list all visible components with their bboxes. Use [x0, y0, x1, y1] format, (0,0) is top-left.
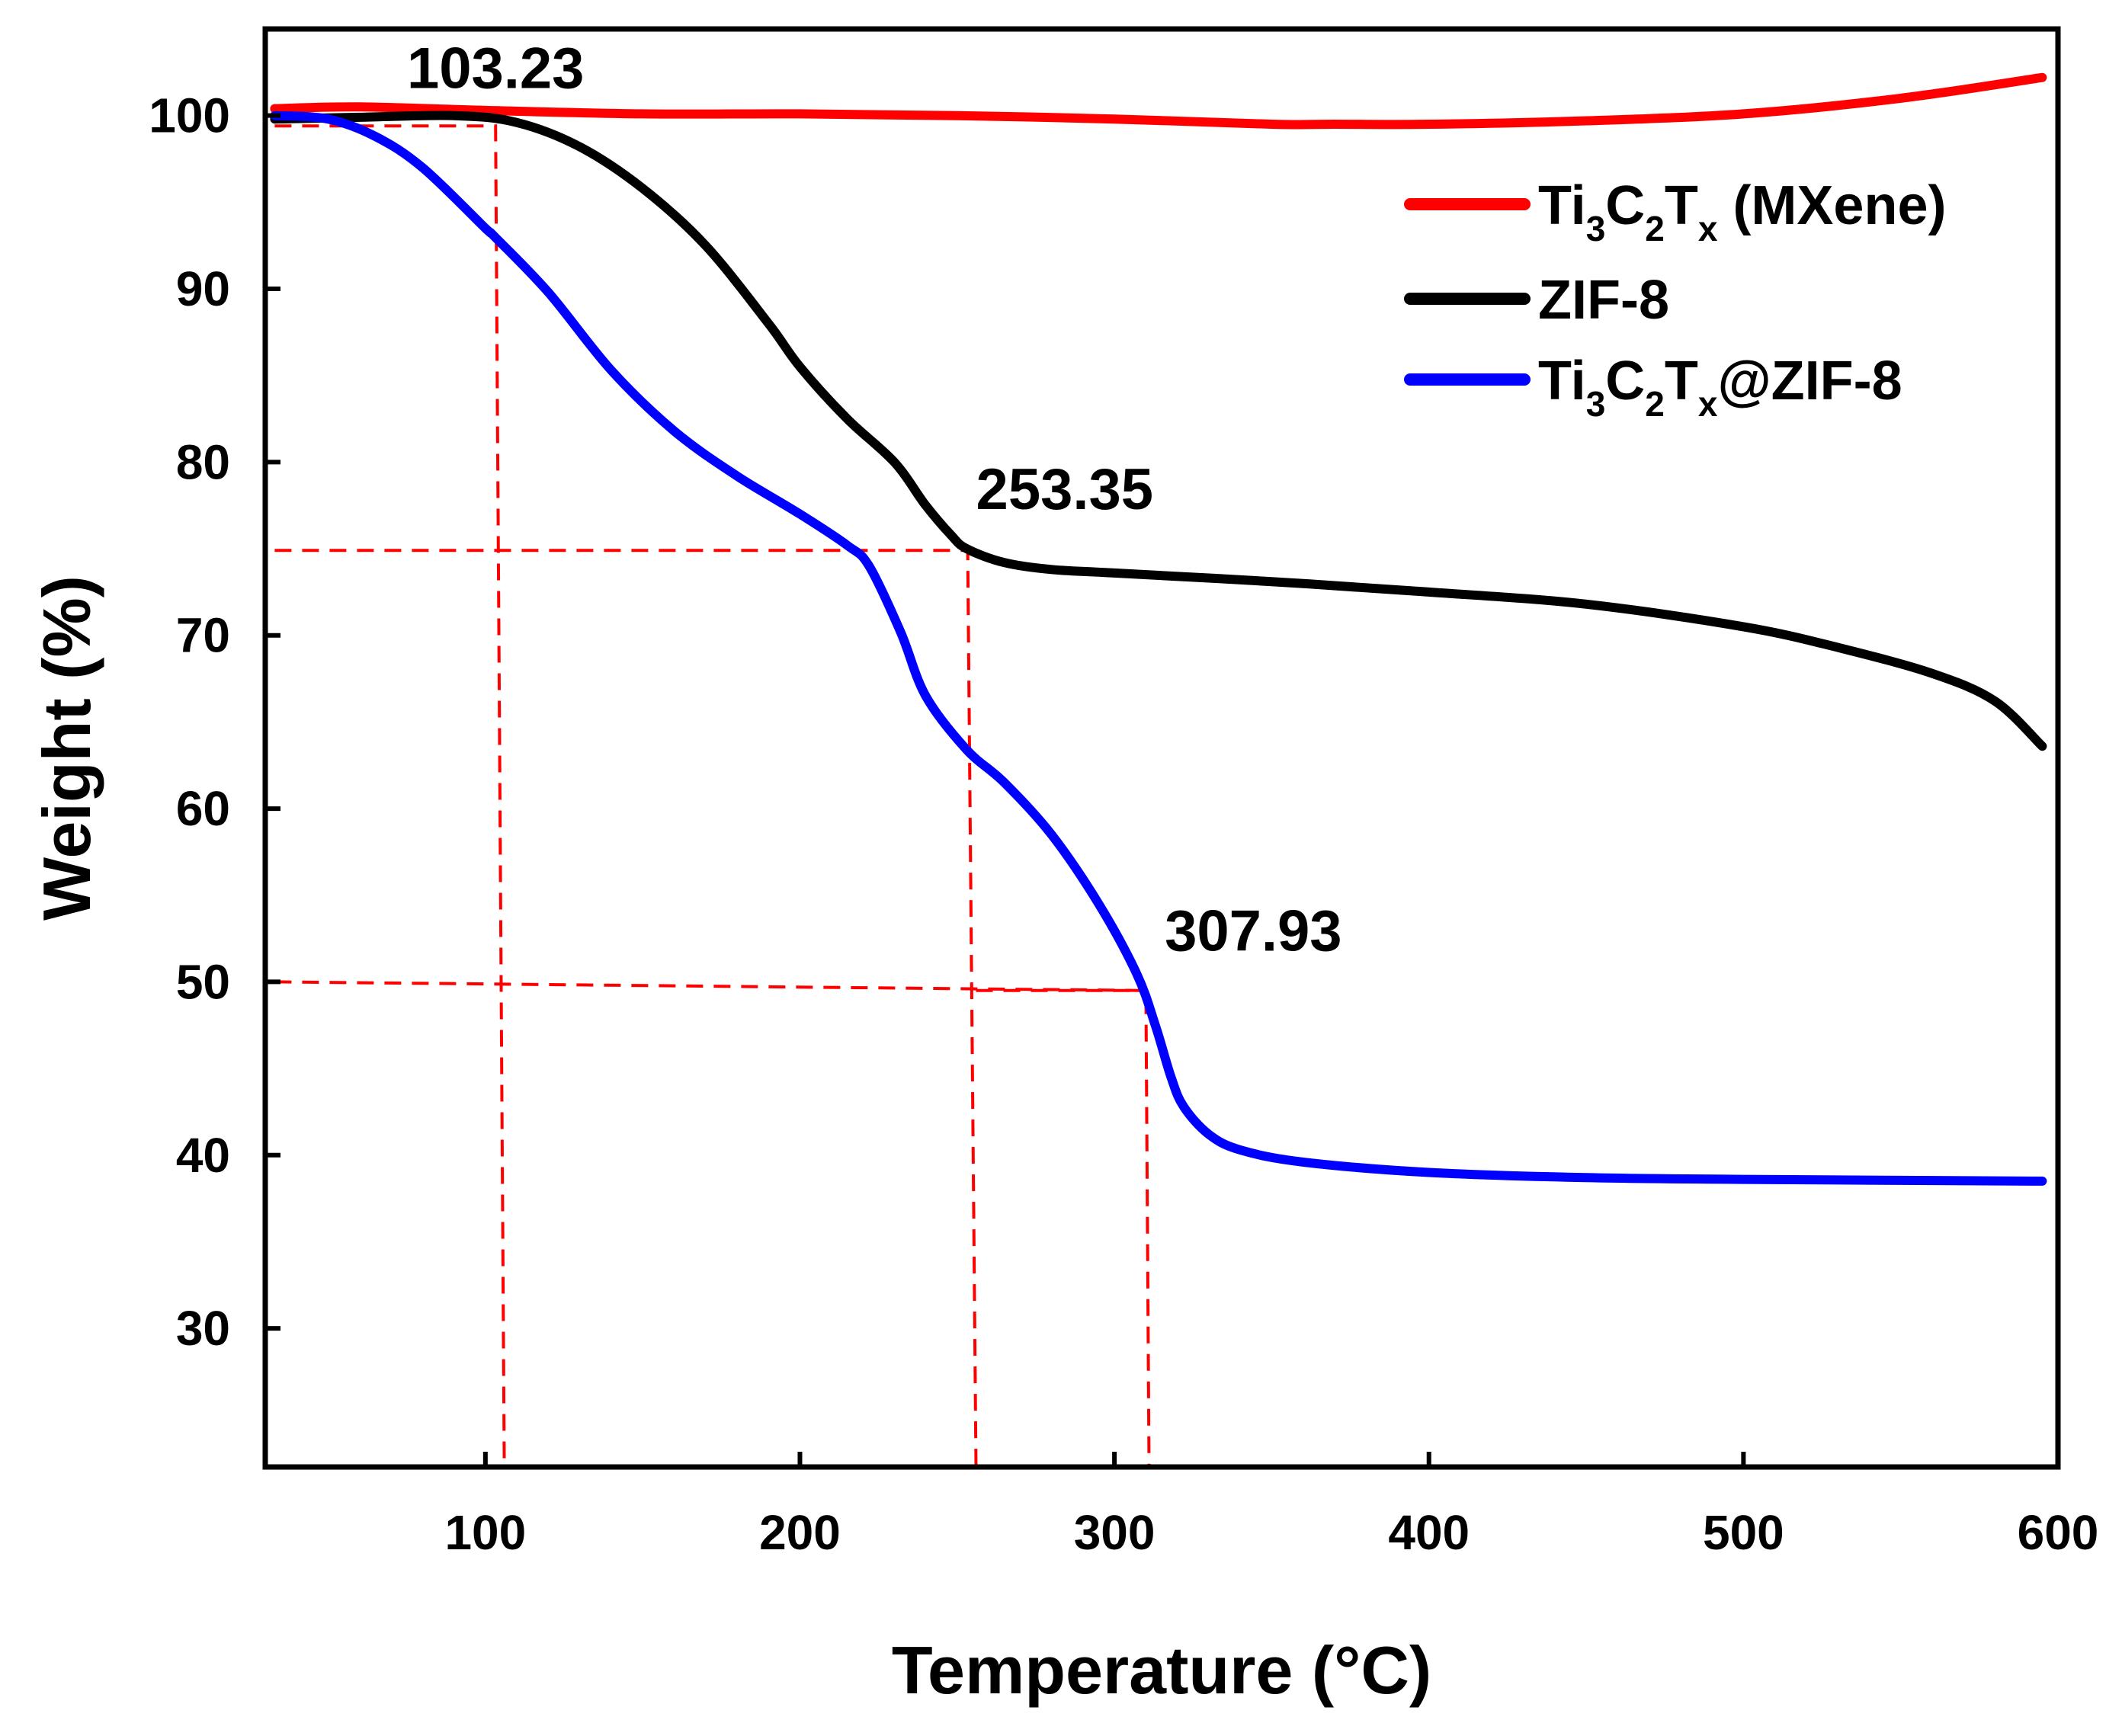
x-axis: 100 200 300 400 500 600: [444, 1452, 2098, 1560]
series-line-ti3c2tx-mxene: [270, 72, 2047, 130]
x-tick-label: 600: [2018, 1505, 2099, 1560]
guide-line-3: [274, 980, 1151, 1468]
legend-label: Ti3C2Tx (MXene): [1538, 175, 1946, 248]
annotation-label: 103.23: [407, 36, 584, 101]
x-tick-label: 500: [1703, 1505, 1784, 1560]
x-tick-label: 200: [759, 1505, 841, 1560]
y-tick-label: 60: [176, 781, 230, 836]
y-tick-label: 90: [176, 261, 230, 316]
guide-line-2: [274, 549, 978, 1468]
legend-label: ZIF-8: [1538, 270, 1669, 331]
y-tick-label: 80: [176, 434, 230, 489]
series-line-ti3c2tx-zif-8: [270, 111, 2047, 1186]
x-tick-label: 100: [444, 1505, 526, 1560]
legend-label: Ti3C2Tx@ZIF-8: [1538, 351, 1902, 424]
plot-frame: [262, 26, 2061, 1470]
x-tick-label: 300: [1074, 1505, 1156, 1560]
y-tick-label: 100: [149, 88, 230, 143]
x-axis-title: Temperature (°C): [892, 1632, 1431, 1708]
data-series: [270, 72, 2047, 1186]
y-tick-label: 30: [176, 1301, 230, 1356]
guide-line-1: [274, 124, 506, 1468]
y-axis: 30 40 50 60 70 80 90 100: [149, 88, 280, 1356]
y-tick-label: 40: [176, 1128, 230, 1183]
annotation-label: 307.93: [1165, 898, 1341, 963]
y-axis-title: Weight (%): [29, 575, 104, 921]
series-line-zif-8: [270, 111, 2047, 751]
y-tick-label: 70: [176, 608, 230, 663]
legend: Ti3C2Tx (MXene) ZIF-8 Ti3C2Tx@ZIF-8: [1404, 175, 1946, 424]
annotations: 103.23 253.35 307.93: [407, 36, 1342, 963]
x-tick-label: 400: [1388, 1505, 1470, 1560]
annotation-label: 253.35: [976, 457, 1153, 522]
y-tick-label: 50: [176, 954, 230, 1009]
